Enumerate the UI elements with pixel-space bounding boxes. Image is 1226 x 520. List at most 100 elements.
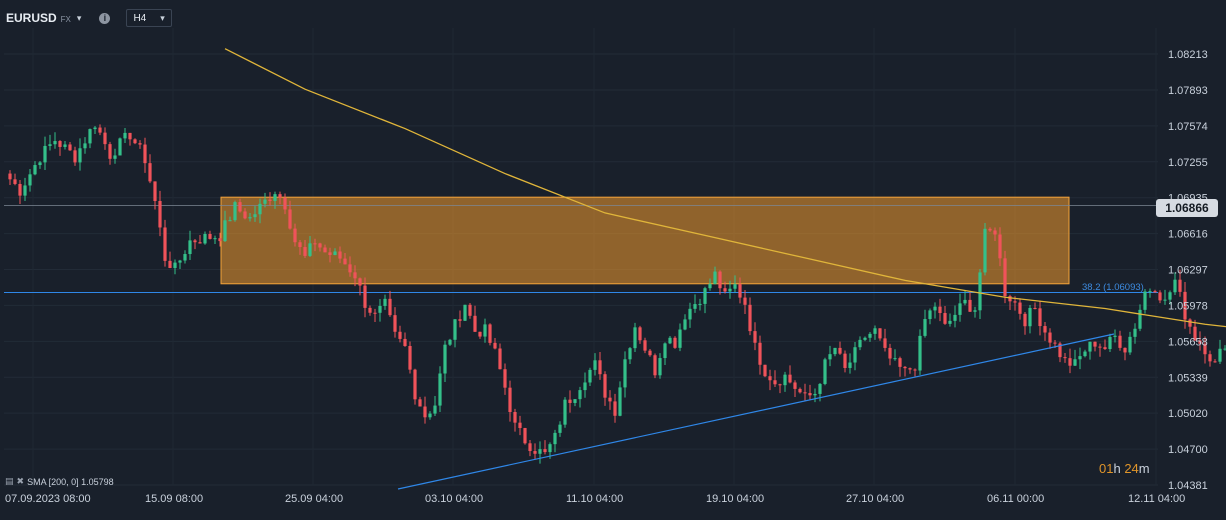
candle (973, 306, 977, 318)
candle (828, 345, 832, 367)
candle (993, 227, 997, 241)
candle (1063, 352, 1067, 363)
candle (278, 191, 282, 205)
candle (788, 365, 792, 384)
candle (868, 332, 872, 342)
candle (583, 372, 587, 398)
candle (1098, 343, 1102, 357)
resistance-zone[interactable] (220, 196, 1070, 285)
candle (1023, 311, 1027, 335)
candle (703, 286, 707, 314)
candle (453, 319, 457, 348)
candle-countdown: 01h 24m (1099, 461, 1150, 476)
candle (198, 235, 202, 244)
candle (1203, 336, 1207, 364)
info-icon[interactable]: i (99, 12, 111, 24)
candle (113, 148, 117, 164)
candle (178, 259, 182, 269)
candle (763, 364, 767, 378)
candle (738, 277, 742, 304)
candle (888, 343, 892, 366)
candle (1143, 289, 1147, 314)
y-tick-label: 1.05339 (1168, 372, 1208, 384)
candle (1058, 341, 1062, 363)
candle (1188, 318, 1192, 334)
candle (1083, 349, 1087, 358)
candle (953, 305, 957, 328)
x-tick-label: 11.10 04:00 (566, 493, 623, 505)
candle (543, 440, 547, 455)
candle (238, 198, 242, 213)
candle (338, 246, 342, 264)
indicator-legend: ▤ ✖ SMA [200, 0] 1.05798 (5, 476, 114, 487)
timeframe-select[interactable]: H4 ▾ (126, 9, 172, 27)
candle (168, 251, 172, 269)
candle (1208, 350, 1212, 367)
candle (83, 137, 87, 154)
candle (98, 124, 102, 136)
candle (18, 180, 22, 204)
candle (88, 128, 92, 149)
candle (773, 370, 777, 387)
candle (713, 266, 717, 285)
countdown-minutes-unit: m (1138, 461, 1150, 476)
candle (248, 212, 252, 222)
fib-level-label: 38.2 (1.06093) (1082, 282, 1144, 293)
x-tick-label: 27.10 04:00 (846, 493, 904, 505)
ascending-trendline[interactable] (397, 333, 1115, 490)
chevron-down-icon[interactable]: ▾ (76, 12, 82, 23)
candle (398, 325, 402, 343)
candle (43, 136, 47, 171)
candle (1223, 345, 1226, 351)
close-icon[interactable]: ✖ (16, 476, 25, 486)
candle (313, 238, 317, 252)
candle (668, 335, 672, 345)
symbol-name[interactable]: EURUSD (6, 11, 57, 25)
y-tick-label: 1.05658 (1168, 336, 1208, 348)
candle (593, 353, 597, 376)
settings-icon[interactable]: ▤ (5, 476, 14, 486)
y-tick-label: 1.07574 (1168, 121, 1208, 133)
candle (53, 132, 57, 149)
candle (1123, 347, 1127, 361)
candle (578, 386, 582, 408)
candle (698, 298, 702, 311)
candle (1068, 348, 1072, 374)
candle (103, 127, 107, 150)
candle (613, 393, 617, 423)
candle (433, 395, 437, 417)
candle (743, 289, 747, 314)
sma-200-line[interactable] (224, 48, 1226, 330)
candle (958, 293, 962, 322)
candle (378, 298, 382, 322)
x-tick-label: 12.11 04:00 (1128, 493, 1185, 505)
candle (1133, 323, 1137, 344)
y-tick-label: 1.04381 (1168, 480, 1208, 492)
y-tick-label: 1.06297 (1168, 265, 1208, 277)
candle (758, 335, 762, 375)
candle (93, 125, 97, 134)
candle (1193, 319, 1197, 341)
candle (293, 223, 297, 247)
market-label: FX (60, 14, 71, 24)
candle (803, 383, 807, 402)
candle (1038, 300, 1042, 336)
candle (923, 309, 927, 338)
candle (943, 306, 947, 325)
candle (683, 314, 687, 331)
candle (598, 352, 602, 380)
candle (318, 242, 322, 252)
x-tick-label: 15.09 08:00 (145, 493, 203, 505)
candle (488, 323, 492, 346)
candle (153, 181, 157, 210)
candle (508, 380, 512, 422)
candle (653, 353, 657, 379)
candle (243, 208, 247, 220)
candle (423, 396, 427, 424)
candle (418, 396, 422, 407)
candle (838, 341, 842, 355)
candle (173, 259, 177, 275)
candle (163, 219, 167, 267)
